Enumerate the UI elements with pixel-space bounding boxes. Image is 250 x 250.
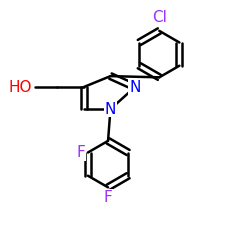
Text: F: F bbox=[104, 190, 112, 205]
Text: HO: HO bbox=[9, 80, 32, 94]
Text: F: F bbox=[104, 190, 112, 205]
Text: Cl: Cl bbox=[152, 10, 167, 25]
Text: N: N bbox=[129, 80, 140, 94]
Text: N: N bbox=[105, 102, 116, 116]
Text: F: F bbox=[77, 145, 86, 160]
Text: F: F bbox=[77, 145, 86, 160]
Text: Cl: Cl bbox=[152, 10, 167, 25]
Text: N: N bbox=[105, 102, 116, 116]
Text: N: N bbox=[129, 80, 140, 94]
Text: HO: HO bbox=[9, 80, 32, 94]
